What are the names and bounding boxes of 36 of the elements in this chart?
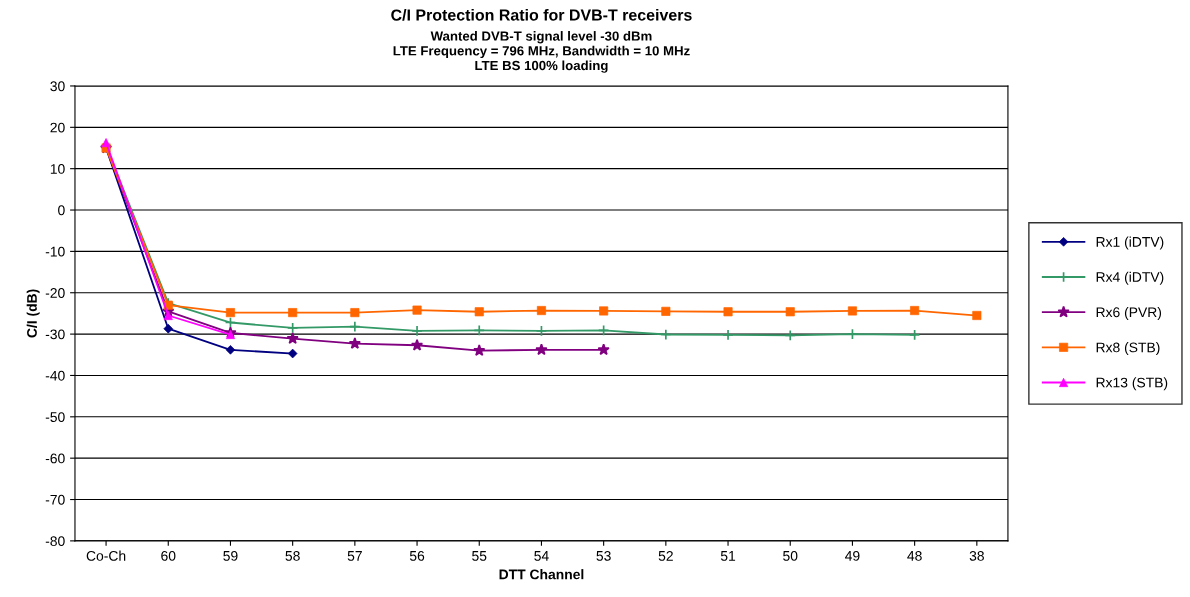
x-tick-label: 53	[596, 550, 611, 561]
x-tick-label: 52	[658, 550, 673, 561]
x-tick-label: Co-Ch	[86, 550, 126, 561]
y-tick-label: -60	[45, 453, 65, 464]
y-axis-title: C/I (dB)	[26, 289, 40, 338]
y-tick-label: -50	[45, 412, 65, 422]
y-tick-label: 0	[58, 205, 65, 216]
x-tick-label: 56	[409, 550, 425, 561]
y-tick-label: -70	[45, 494, 65, 505]
y-tick-label: 20	[50, 122, 65, 133]
y-tick-label: -30	[45, 329, 65, 340]
y-tick-label: -80	[45, 536, 65, 547]
x-tick-label: 59	[223, 550, 238, 561]
chart-subtitle: Wanted DVB-T signal level -30 dBm LTE Frequency = 796 MHz, Bandwidth = 10 MHz LTE BS 100% loading	[393, 31, 690, 73]
y-tick-label: 30	[50, 81, 65, 92]
legend-label: Rx6 (PVR)	[1096, 306, 1162, 320]
x-tick-label: 49	[845, 550, 860, 561]
x-tick-label: 50	[783, 550, 798, 561]
y-tick-label: -20	[45, 288, 65, 298]
y-tick-label: 10	[50, 164, 65, 174]
x-axis-title: DTT Channel	[499, 569, 584, 580]
x-tick-label: 38	[969, 550, 984, 561]
legend-label: Rx13 (STB)	[1096, 377, 1168, 391]
x-tick-label: 51	[720, 551, 736, 561]
y-tick-label: -40	[45, 370, 65, 381]
x-tick-label: 55	[472, 551, 487, 561]
x-tick-label: 60	[161, 550, 176, 561]
legend-label: Rx1 (iDTV)	[1096, 236, 1164, 250]
y-tick-label: -10	[45, 246, 65, 257]
x-tick-label: 57	[347, 551, 362, 561]
x-tick-label: 48	[907, 550, 922, 561]
legend-label: Rx8 (STB)	[1096, 342, 1160, 356]
chart-title: C/I Protection Ratio for DVB-T receivers	[391, 8, 692, 21]
legend-label: Rx4 (iDTV)	[1096, 271, 1164, 285]
x-tick-label: 58	[285, 550, 300, 561]
x-tick-label: 54	[534, 551, 549, 561]
